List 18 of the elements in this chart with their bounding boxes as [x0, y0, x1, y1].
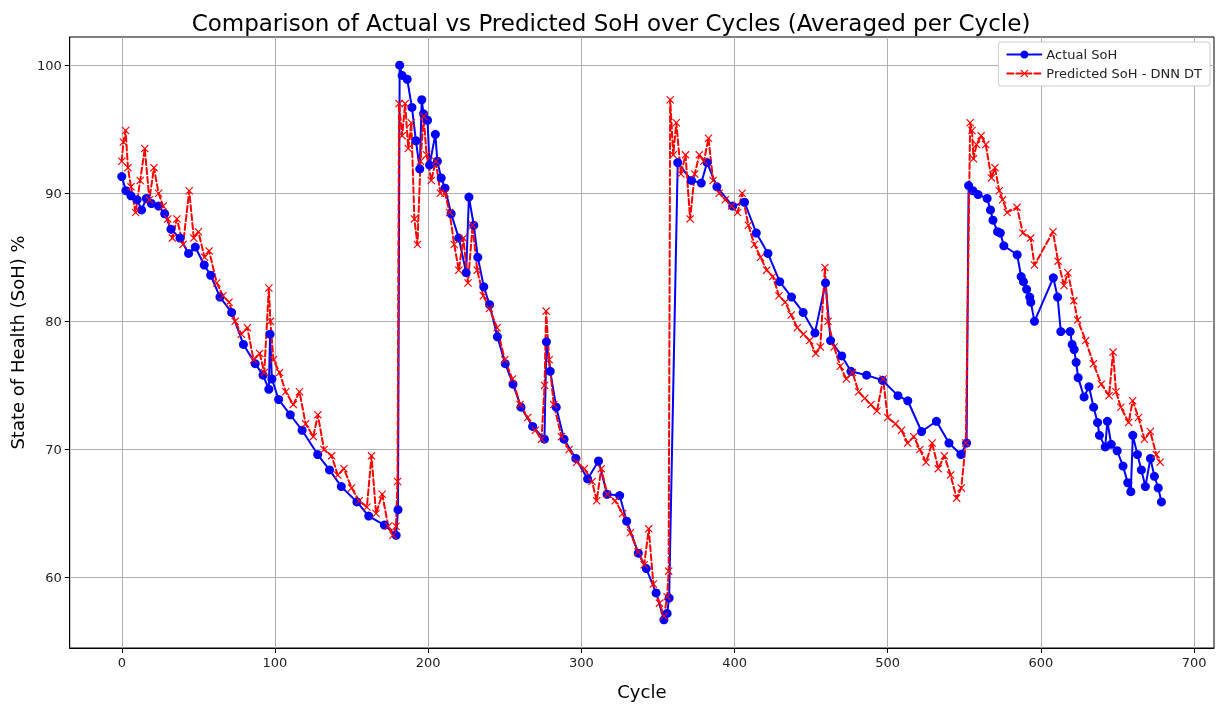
- x-axis-title: Cycle: [617, 680, 667, 702]
- legend-label: Predicted SoH - DNN DT: [1046, 66, 1203, 81]
- legend-label: Actual SoH: [1046, 47, 1118, 62]
- y-tick-label: 70: [45, 441, 62, 457]
- x-tick-label: 700: [1181, 655, 1207, 670]
- y-tick-label: 90: [45, 185, 62, 201]
- x-tick-label: 100: [262, 655, 288, 670]
- x-tick-label: 200: [415, 655, 441, 670]
- x-tick-label: 0: [117, 655, 126, 670]
- x-tick-label: 400: [722, 655, 747, 670]
- x-tick-label: 500: [875, 655, 901, 670]
- y-tick-label: 100: [36, 57, 62, 73]
- x-tick-label: 300: [568, 655, 594, 670]
- y-axis-title: State of Health (SoH) %: [6, 235, 28, 450]
- chart-title: Comparison of Actual vs Predicted SoH over Cycles (Averaged per Cycle): [191, 9, 1031, 36]
- x-tick-label: 600: [1028, 655, 1054, 670]
- y-tick-label: 80: [45, 313, 62, 329]
- y-tick-label: 60: [45, 570, 62, 586]
